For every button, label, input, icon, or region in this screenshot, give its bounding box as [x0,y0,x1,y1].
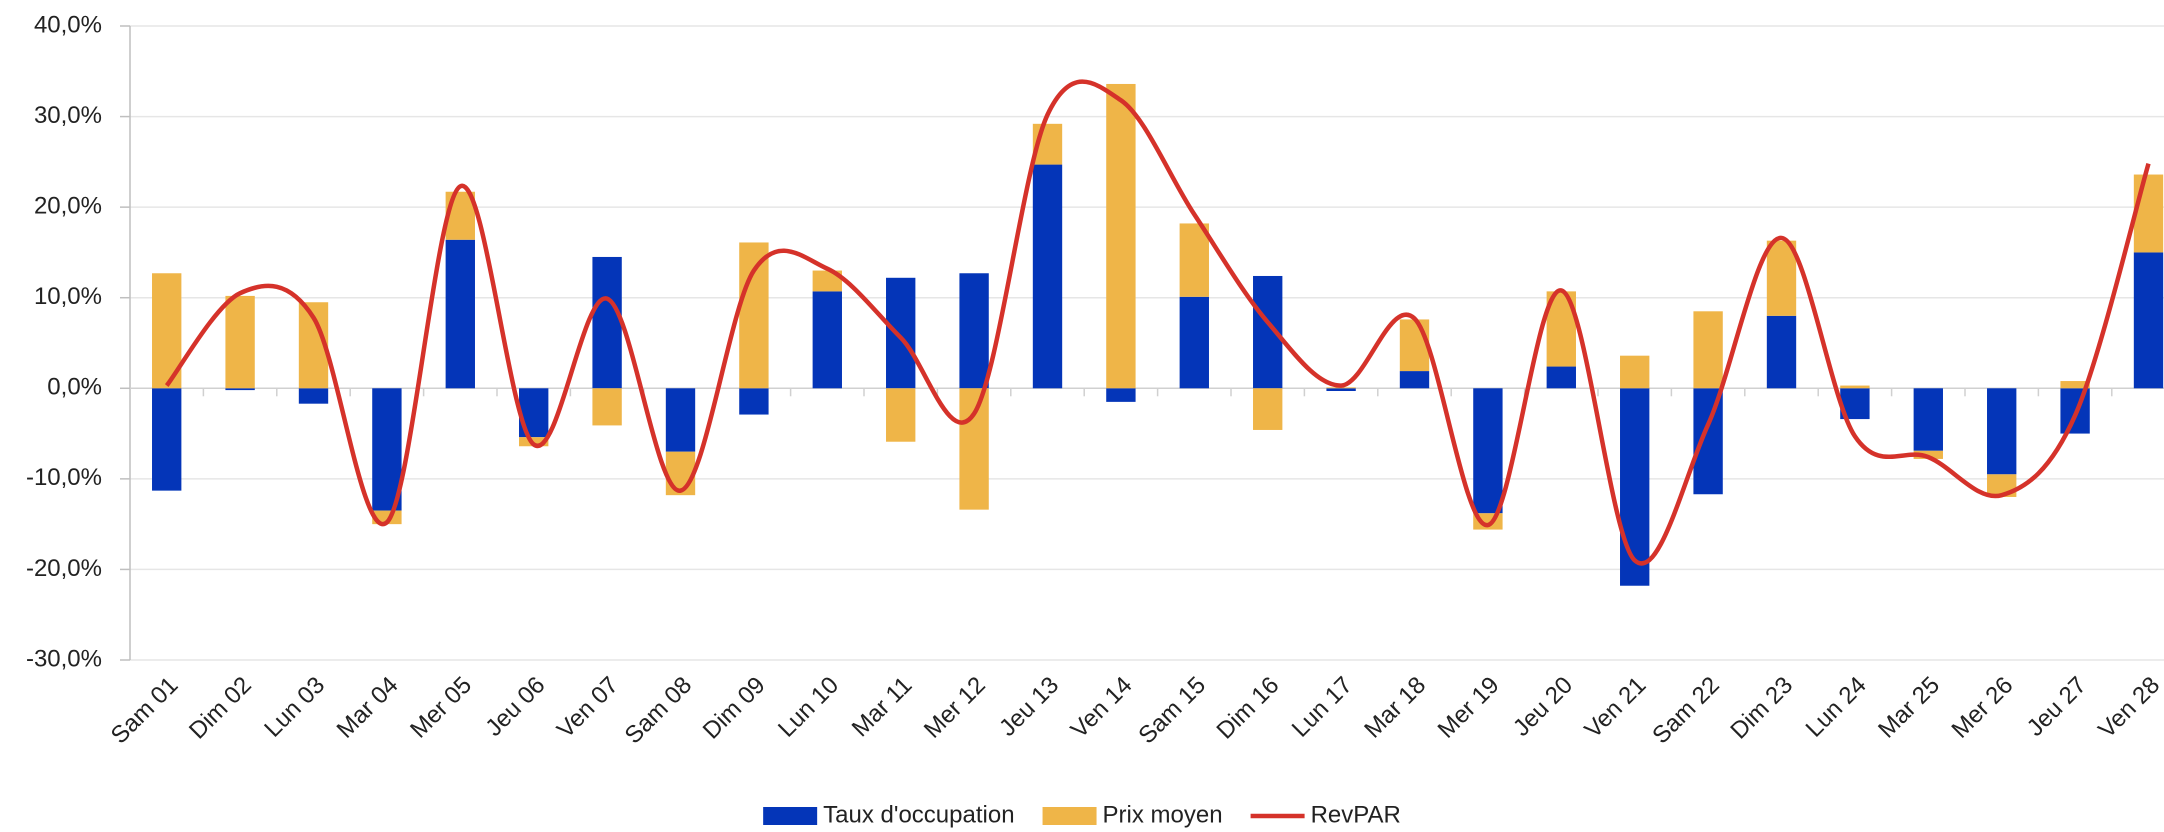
legend-label: RevPAR [1311,801,1401,828]
bar [739,388,769,415]
bar [372,388,402,511]
x-tick-label: Sam 15 [1133,672,1211,750]
x-tick-label: Sam 01 [106,672,184,750]
bar [1987,388,2017,475]
legend-swatch [763,807,818,825]
x-tick-label: Ven 21 [1579,672,1651,744]
bar [2060,381,2090,389]
x-tick-label: Mar 11 [847,672,918,743]
x-tick-label: Jeu 06 [480,672,550,742]
x-tick-label: Mar 25 [1873,672,1945,744]
x-tick-label: Dim 02 [184,672,257,745]
y-tick-label: 10,0% [34,283,102,310]
bar [1179,296,1209,389]
bar [1253,388,1283,430]
bar [812,270,842,292]
bar [1913,388,1943,451]
y-tick-label: 0,0% [47,374,102,401]
y-tick-label: 30,0% [34,102,102,129]
bar [225,295,255,389]
bar [298,388,329,404]
bar [1326,388,1356,392]
x-tick-label: Lun 24 [1801,672,1872,743]
bar [959,388,989,510]
bar [445,239,475,389]
bar [1546,366,1576,389]
y-tick-label: 40,0% [34,11,102,38]
x-tick-label: Mar 18 [1359,672,1431,744]
y-tick-label: -20,0% [26,555,102,582]
x-tick-label: Lun 10 [773,672,844,743]
x-tick-label: Jeu 13 [994,672,1064,742]
x-tick-label: Sam 08 [620,672,698,750]
bar [812,291,842,389]
x-tick-label: Sam 22 [1647,672,1725,750]
y-tick-label: -30,0% [26,645,102,672]
bar [1032,164,1063,389]
x-tick-label: Lun 03 [259,672,330,743]
bar [1106,388,1136,402]
x-tick-label: Mar 04 [332,672,404,744]
bar [1326,387,1356,389]
bar [1693,311,1723,389]
bar [1693,388,1723,495]
x-tick-label: Ven 28 [2093,672,2164,744]
x-tick-label: Dim 23 [1725,672,1798,745]
x-tick-label: Lun 17 [1287,672,1358,743]
legend-label: Prix moyen [1103,801,1223,828]
bar [1106,83,1136,389]
y-tick-label: 20,0% [34,192,102,219]
bar [886,388,916,442]
x-tick-label: Mer 19 [1433,672,1505,744]
x-tick-label: Dim 09 [698,672,771,745]
x-tick-label: Jeu 27 [2022,672,2092,742]
bar [225,388,255,391]
bar [665,451,696,496]
bar [1399,371,1430,389]
bar [2133,252,2164,389]
bar [1399,319,1430,372]
legend: Taux d'occupation Prix moyen RevPAR [763,801,1401,828]
x-tick-label: Ven 14 [1066,672,1138,744]
bar [1840,385,1870,389]
bar [959,273,989,389]
line [164,79,2151,566]
bar [2133,174,2164,253]
bar [1766,240,1797,316]
x-tick-label: Mer 26 [1947,672,2019,744]
bar [1766,315,1797,389]
bar [592,388,622,426]
x-tick-label: Mer 12 [919,672,991,744]
bar [665,388,696,452]
bar [1179,223,1209,297]
bar [1620,388,1650,586]
bar [739,242,769,389]
bar [886,277,916,389]
x-tick-label: Jeu 20 [1508,672,1578,742]
bar [1473,388,1503,514]
bar [1620,355,1650,389]
y-tick-label: -10,0% [26,464,102,491]
legend-label: Taux d'occupation [823,801,1014,828]
x-tick-label: Dim 16 [1212,672,1285,745]
x-tick-label: Ven 07 [552,672,624,744]
x-tick-label: Mer 05 [405,672,477,744]
bar [592,256,622,389]
legend-swatch [1042,807,1097,825]
bar [152,388,182,491]
